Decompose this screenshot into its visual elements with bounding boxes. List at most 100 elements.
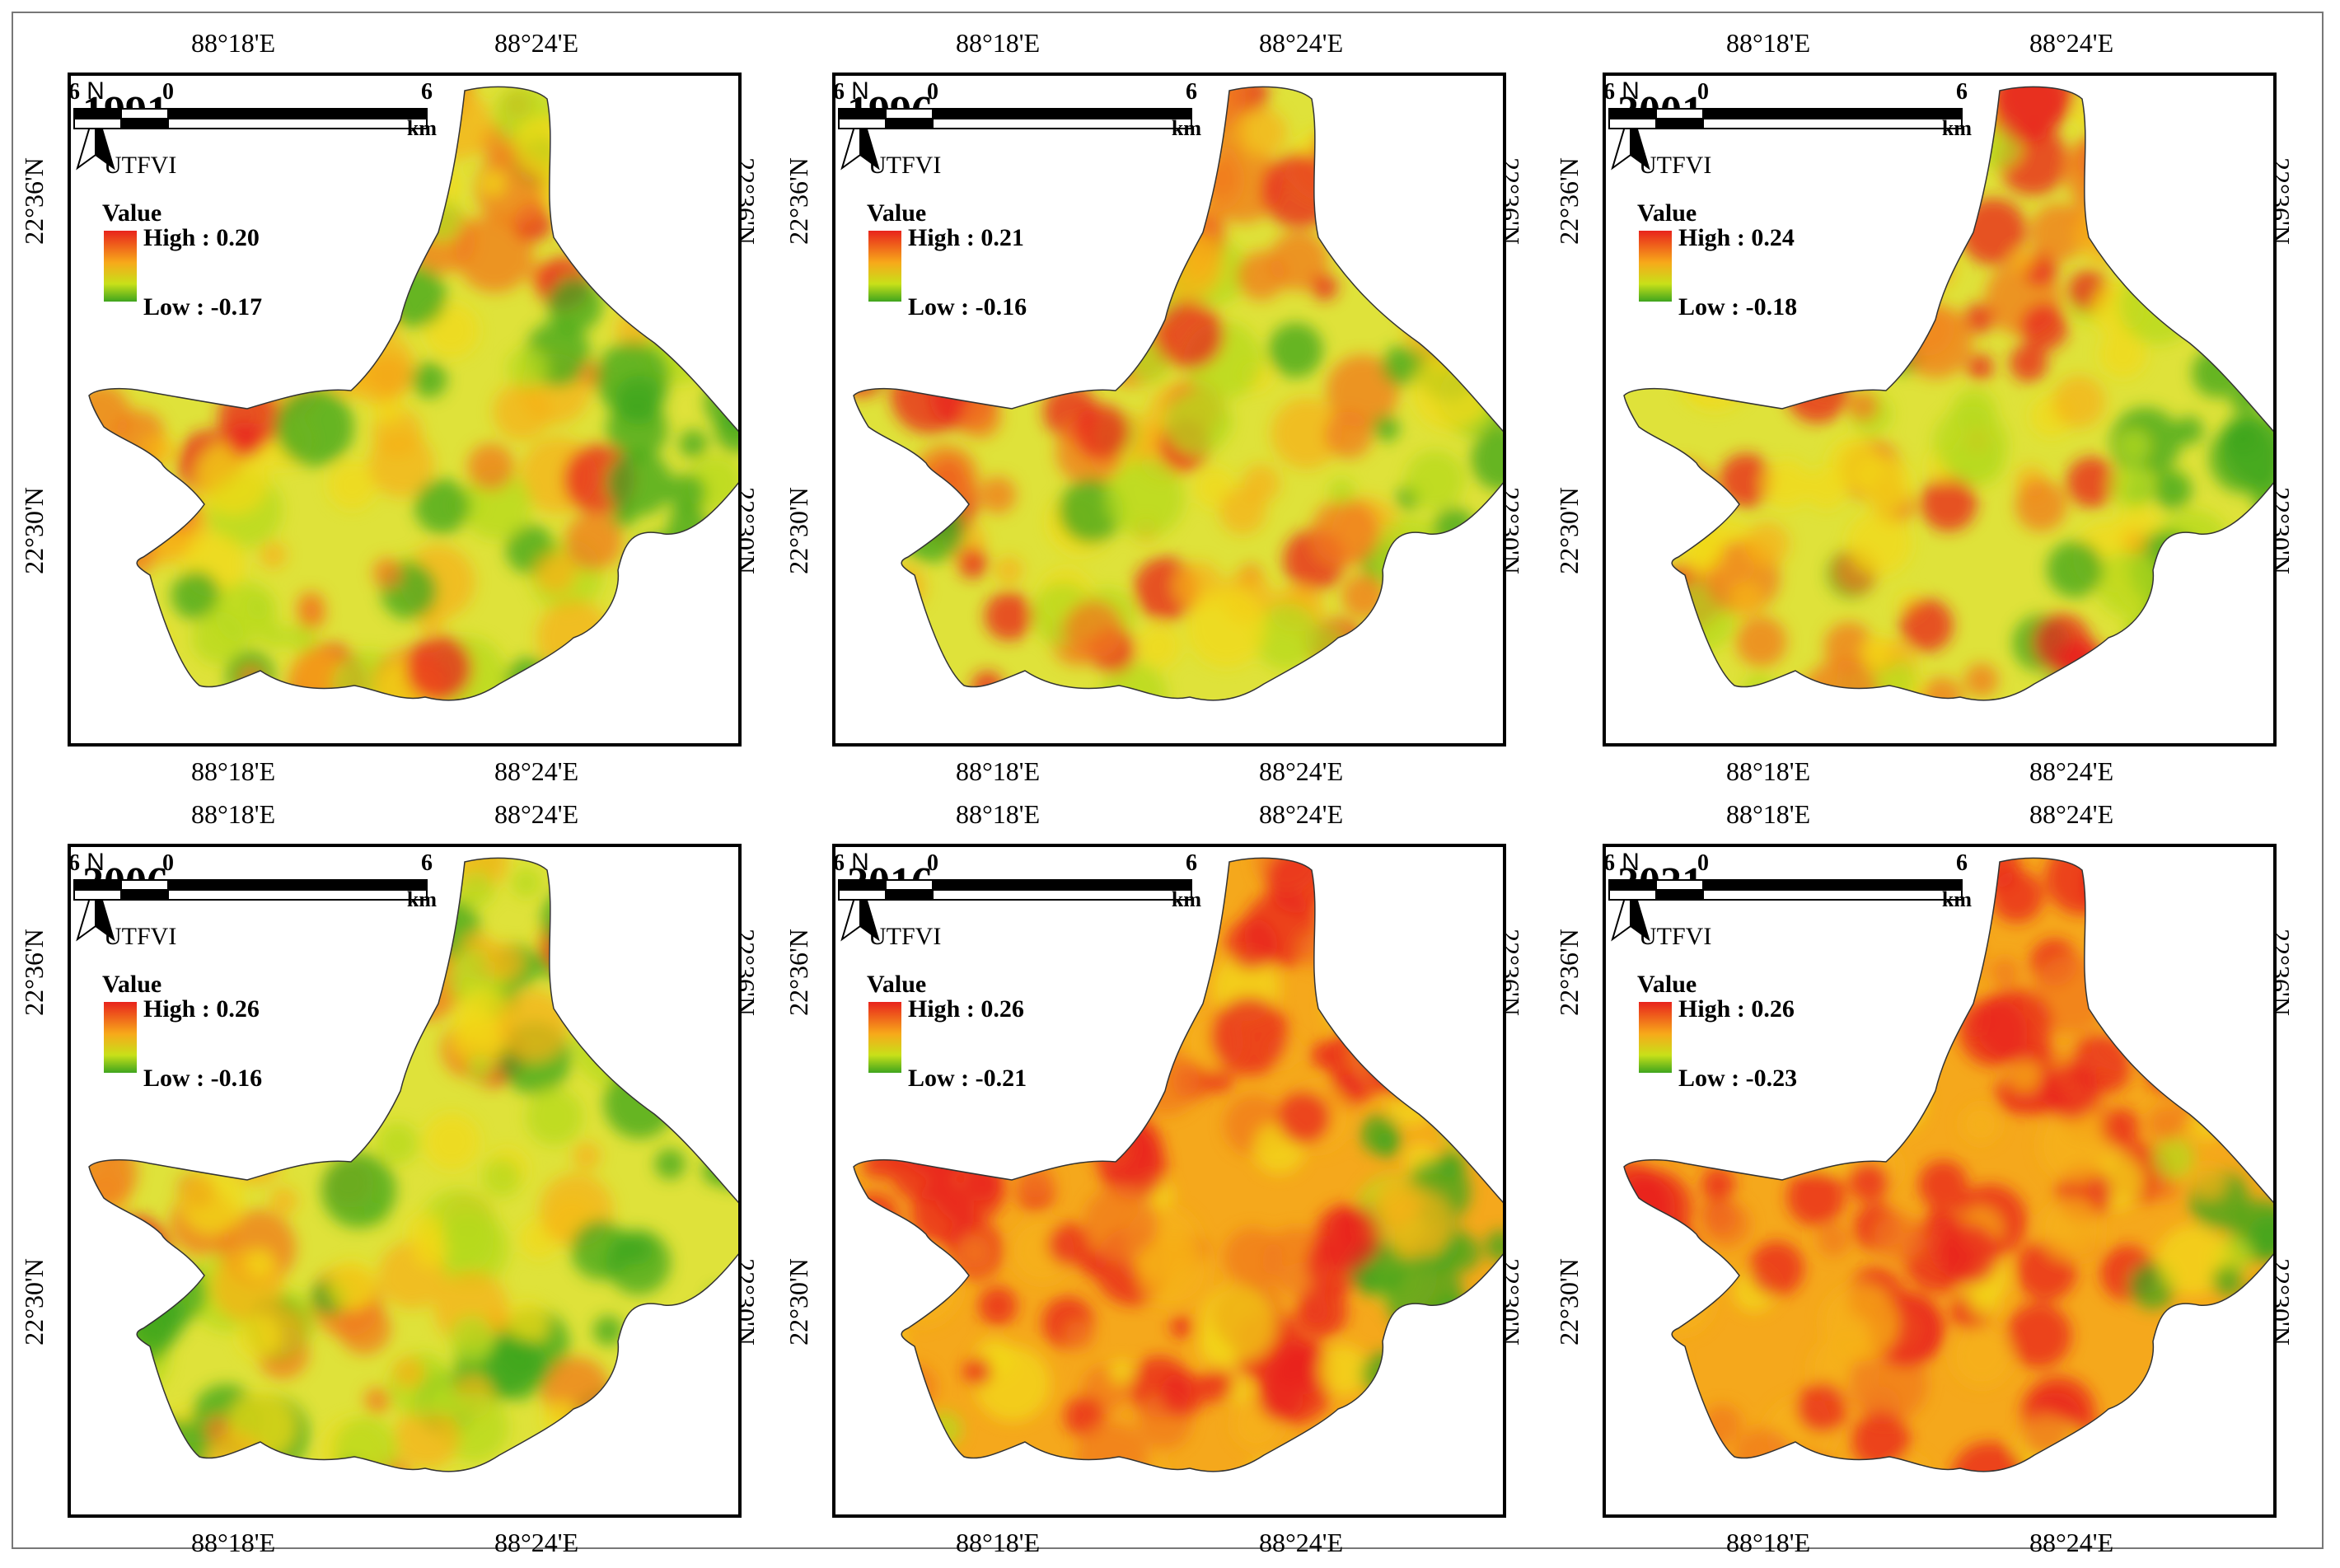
- legend-high-label: High : 0.21: [908, 224, 1024, 251]
- heat-patch: [1455, 319, 1489, 353]
- legend-low-label: Low : -0.16: [143, 1065, 263, 1092]
- heat-patch: [1796, 1382, 1847, 1434]
- heat-patch: [1748, 937, 1774, 964]
- heat-patch: [2169, 869, 2211, 912]
- legend-high-label: High : 0.24: [1678, 224, 1795, 251]
- heat-patch: [536, 600, 611, 674]
- heat-patch: [1650, 604, 1677, 631]
- heat-patch: [364, 1387, 391, 1414]
- heat-patch: [328, 461, 377, 509]
- heat-patch: [1258, 1377, 1303, 1421]
- heat-patch: [1377, 1358, 1456, 1437]
- legend-value-label: Value: [867, 199, 927, 227]
- heat-patch: [333, 1416, 398, 1472]
- heat-patch: [1642, 1084, 1710, 1152]
- longitude-tick-label: 88°18'E: [1726, 799, 1811, 829]
- legend-high-label: High : 0.20: [143, 224, 260, 251]
- heat-patch: [1325, 969, 1397, 1041]
- heat-patch: [1701, 1167, 1735, 1201]
- heat-patch: [2148, 1105, 2184, 1142]
- outer-frame: [12, 12, 2324, 1549]
- heat-patch: [2074, 94, 2111, 131]
- heat-patch: [898, 496, 965, 563]
- heat-patch: [1298, 932, 1335, 968]
- scale-tick-label: 0: [927, 79, 938, 105]
- heat-patch: [256, 1045, 294, 1083]
- heat-patch: [1630, 1436, 1707, 1472]
- heat-patch: [1022, 985, 1055, 1019]
- heat-patch: [1091, 942, 1130, 982]
- heat-patch: [1317, 1345, 1369, 1396]
- heat-patch: [704, 166, 738, 222]
- heat-patch: [624, 630, 669, 676]
- heat-patch: [1785, 359, 1849, 424]
- heat-patch: [1748, 1241, 1804, 1296]
- heat-patch: [1624, 333, 1648, 377]
- heat-patch: [887, 347, 924, 385]
- heat-patch: [1360, 1114, 1400, 1154]
- heat-patch: [1462, 258, 1500, 295]
- heat-patch: [1341, 938, 1372, 969]
- heat-patch: [188, 944, 220, 977]
- heat-patch: [1411, 351, 1491, 430]
- latitude-tick-label: 22°30'N: [783, 1258, 813, 1346]
- scale-unit-label: km: [1172, 887, 1201, 911]
- heat-patch: [1151, 229, 1224, 301]
- heat-patch: [89, 646, 135, 696]
- heat-patch: [2217, 559, 2258, 600]
- heat-patch: [2167, 1046, 2218, 1097]
- heat-patch: [854, 339, 897, 383]
- heat-patch: [2182, 667, 2232, 700]
- heat-patch: [637, 687, 662, 700]
- heat-patch: [1485, 1230, 1503, 1262]
- heat-patch: [1677, 525, 1725, 573]
- heat-patch: [2038, 1108, 2113, 1182]
- heat-patch: [449, 1315, 495, 1361]
- heat-patch: [1091, 977, 1152, 1038]
- heat-patch: [1406, 1026, 1473, 1093]
- heat-patch: [1311, 498, 1380, 566]
- heat-patch: [681, 1000, 738, 1066]
- heat-patch: [1895, 957, 1949, 1010]
- heat-patch: [1743, 673, 1776, 700]
- heat-patch: [1186, 587, 1266, 667]
- heat-patch: [256, 1004, 291, 1037]
- region-base-fill: [854, 858, 1503, 1472]
- heat-patch: [1422, 1363, 1488, 1429]
- heat-patch: [1430, 250, 1472, 293]
- heat-patch: [1624, 681, 1656, 700]
- heat-patch: [1343, 1413, 1385, 1455]
- heat-patch: [1629, 1338, 1682, 1391]
- heat-patch: [1383, 1255, 1463, 1334]
- heat-patch: [1999, 87, 2076, 131]
- legend-color-ramp: [1639, 1002, 1672, 1073]
- heat-patch: [1385, 1043, 1435, 1093]
- heat-patch: [214, 582, 277, 644]
- heat-patch: [978, 1286, 1018, 1326]
- north-label: N: [87, 77, 105, 105]
- scale-tick-label: 6: [1186, 79, 1197, 105]
- heat-patch: [2021, 303, 2068, 351]
- heat-patch: [1774, 1114, 1818, 1158]
- heat-patch: [1844, 1021, 1902, 1078]
- scale-tick-label: 6: [1606, 850, 1615, 876]
- heat-patch: [1464, 274, 1503, 342]
- heat-patch: [1785, 681, 1814, 700]
- heat-patch: [372, 557, 404, 588]
- legend-value-label: Value: [1637, 971, 1697, 998]
- heat-patch: [2099, 330, 2146, 378]
- heat-patch: [690, 551, 738, 626]
- heat-patch: [638, 1324, 674, 1360]
- heat-patch: [1219, 487, 1266, 535]
- heat-patch: [1361, 1351, 1406, 1397]
- heat-patch: [1453, 87, 1503, 133]
- scale-tick-label: 6: [421, 850, 433, 876]
- heat-patch: [2152, 121, 2189, 158]
- longitude-tick-label: 88°18'E: [191, 756, 276, 786]
- heat-patch: [984, 592, 1034, 641]
- longitude-tick-label: 88°18'E: [191, 1528, 276, 1557]
- heat-patch: [2052, 375, 2105, 428]
